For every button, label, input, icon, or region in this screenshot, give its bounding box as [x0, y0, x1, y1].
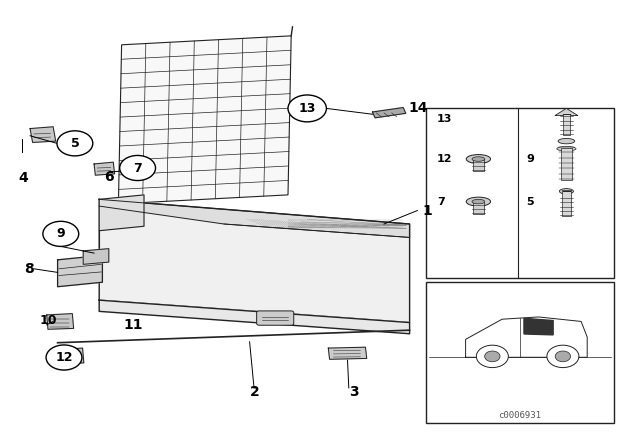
- Polygon shape: [99, 300, 410, 334]
- Ellipse shape: [472, 157, 485, 161]
- Text: 9: 9: [56, 227, 65, 241]
- Ellipse shape: [466, 155, 491, 164]
- Circle shape: [547, 345, 579, 367]
- Text: 13: 13: [298, 102, 316, 115]
- Ellipse shape: [559, 189, 573, 194]
- Text: 12: 12: [437, 154, 452, 164]
- Ellipse shape: [558, 138, 575, 144]
- Text: 12: 12: [55, 351, 73, 364]
- Bar: [426, 282, 614, 423]
- Text: 8: 8: [24, 262, 33, 276]
- Polygon shape: [372, 108, 406, 118]
- Text: 3: 3: [349, 385, 358, 399]
- Ellipse shape: [557, 146, 576, 151]
- FancyBboxPatch shape: [257, 311, 294, 325]
- Circle shape: [476, 345, 508, 367]
- Text: 7: 7: [133, 161, 142, 175]
- Bar: [563, 114, 570, 135]
- Circle shape: [556, 351, 571, 362]
- Text: 5: 5: [526, 197, 534, 207]
- Circle shape: [484, 351, 500, 362]
- Circle shape: [57, 131, 93, 156]
- Polygon shape: [99, 199, 410, 237]
- Text: 9: 9: [526, 154, 534, 164]
- Circle shape: [46, 345, 82, 370]
- Polygon shape: [328, 347, 367, 359]
- Bar: [426, 108, 614, 278]
- Ellipse shape: [472, 199, 485, 204]
- Bar: [474, 202, 484, 214]
- Bar: [561, 148, 572, 180]
- Polygon shape: [99, 199, 410, 323]
- Text: c0006931: c0006931: [499, 411, 541, 420]
- Text: 1: 1: [422, 203, 432, 218]
- Text: 14: 14: [408, 101, 428, 116]
- Text: 4: 4: [18, 171, 28, 185]
- Ellipse shape: [466, 197, 491, 206]
- Polygon shape: [555, 108, 578, 116]
- Polygon shape: [47, 314, 74, 329]
- Polygon shape: [466, 317, 588, 358]
- Polygon shape: [83, 249, 109, 264]
- Polygon shape: [60, 348, 84, 364]
- Bar: [474, 159, 484, 171]
- Polygon shape: [94, 162, 115, 175]
- Text: 5: 5: [70, 137, 79, 150]
- Polygon shape: [524, 318, 553, 335]
- Text: 10: 10: [40, 314, 57, 327]
- Circle shape: [43, 221, 79, 246]
- Text: 11: 11: [124, 318, 143, 332]
- Circle shape: [288, 95, 326, 122]
- Polygon shape: [58, 255, 102, 287]
- Bar: [562, 190, 571, 216]
- Polygon shape: [30, 127, 56, 142]
- Text: 2: 2: [250, 385, 259, 399]
- Text: 7: 7: [437, 197, 445, 207]
- Text: 6: 6: [104, 170, 113, 184]
- Text: 13: 13: [437, 114, 452, 124]
- Circle shape: [120, 155, 156, 181]
- Polygon shape: [99, 195, 144, 231]
- Polygon shape: [118, 36, 291, 204]
